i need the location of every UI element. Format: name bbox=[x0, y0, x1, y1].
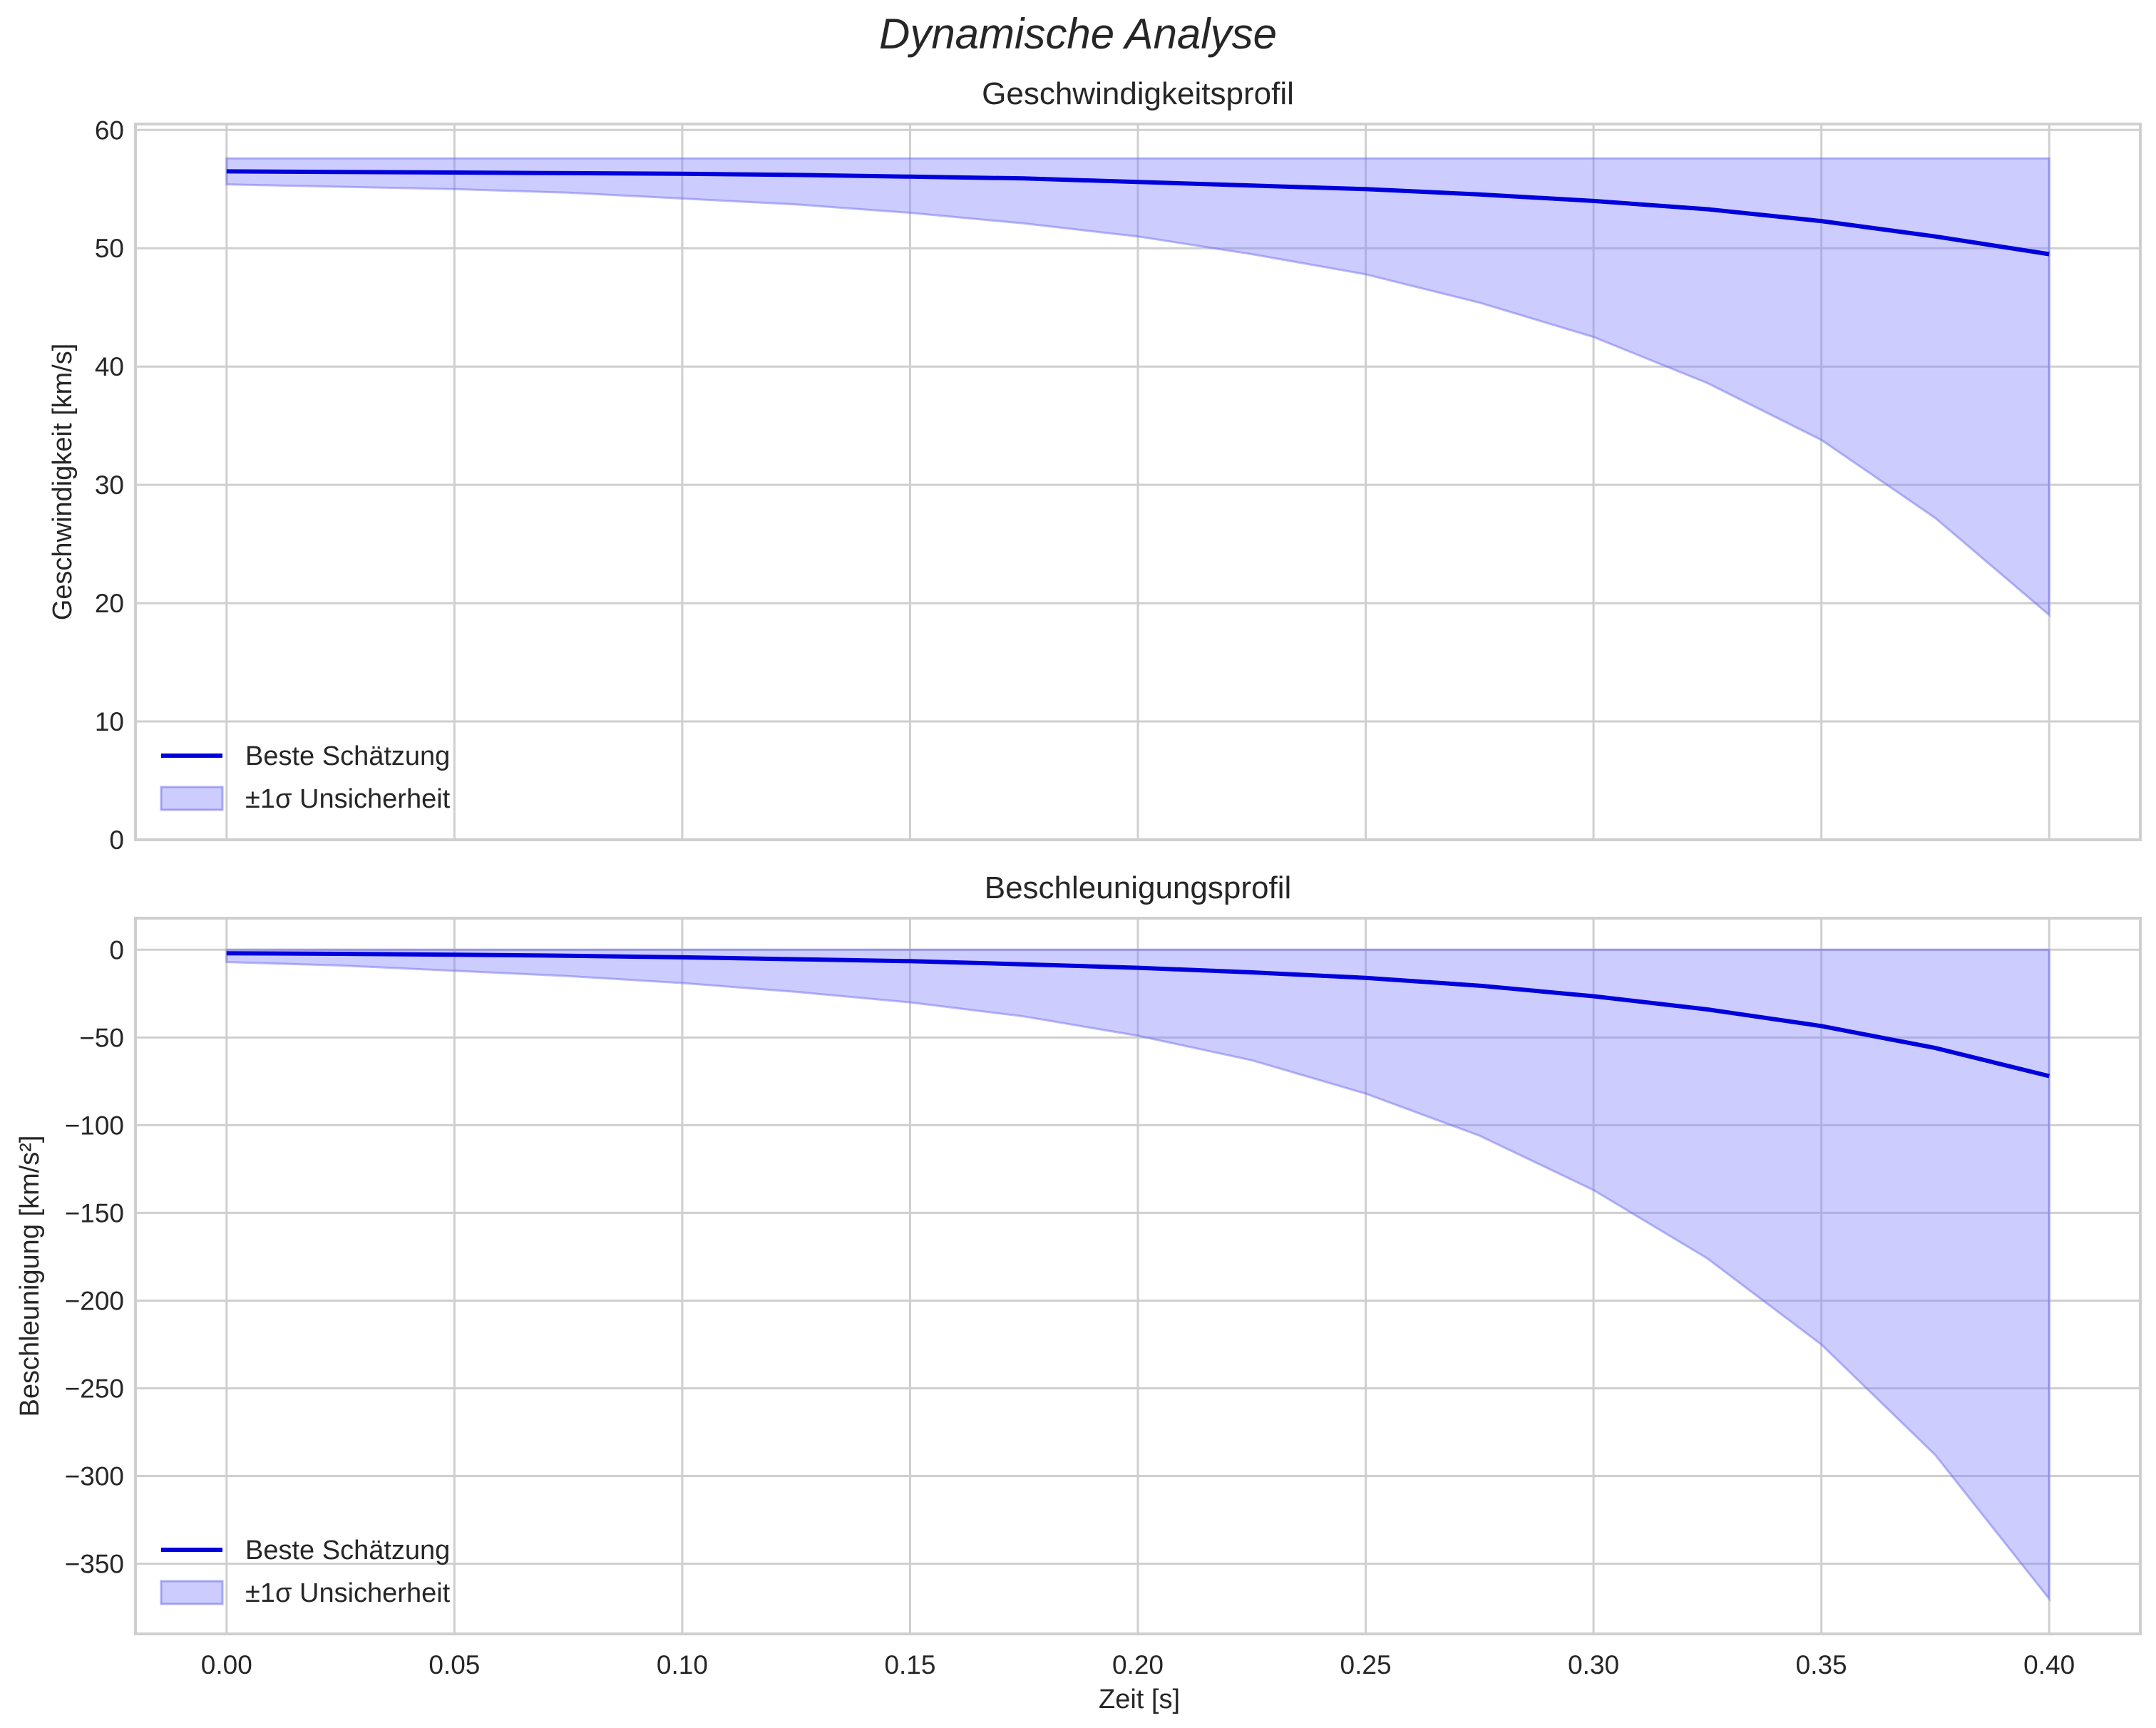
legend: Beste Schätzung ±1σ Unsicherheit bbox=[160, 1536, 451, 1608]
y-tick-label: 0 bbox=[109, 935, 124, 965]
best-estimate-line bbox=[226, 951, 2050, 1079]
x-tick-label: 0.00 bbox=[201, 1650, 252, 1680]
y-axis-label: Beschleunigung [km/s²] bbox=[15, 1136, 45, 1417]
uncertainty-band bbox=[225, 948, 2050, 1603]
y-tick-label: 50 bbox=[95, 234, 124, 263]
x-tick-label: 0.30 bbox=[1568, 1650, 1619, 1680]
legend-band-swatch bbox=[160, 786, 224, 811]
y-tick-label: −200 bbox=[65, 1286, 124, 1315]
chart-panels: Geschwindigkeitsprofil 0 10 20 30 40 50 60 Gesch… bbox=[15, 76, 2142, 1680]
uncertainty-band bbox=[225, 157, 2050, 617]
x-tick-label: 0.10 bbox=[657, 1650, 708, 1680]
axes-frame bbox=[134, 917, 2142, 1635]
x-tick-label: 0.05 bbox=[428, 1650, 480, 1680]
y-tick-label: 60 bbox=[95, 115, 124, 145]
y-tick-label: 0 bbox=[109, 826, 124, 855]
y-tick-label: −50 bbox=[79, 1023, 124, 1052]
x-tick-label: 0.40 bbox=[2023, 1650, 2075, 1680]
x-axis-label: Zeit [s] bbox=[1099, 1685, 1180, 1714]
y-tick-label: −350 bbox=[65, 1550, 124, 1579]
y-tick-label: −250 bbox=[65, 1374, 124, 1403]
y-tick-label: 40 bbox=[95, 352, 124, 381]
x-tick-label: 0.20 bbox=[1112, 1650, 1164, 1680]
legend-label-band: ±1σ Unsicherheit bbox=[245, 784, 451, 814]
figure-suptitle: Dynamische Analyse bbox=[879, 10, 1277, 58]
chart-title: Beschleunigungsprofil bbox=[985, 870, 1292, 905]
x-tick-label: 0.15 bbox=[884, 1650, 935, 1680]
y-tick-label: −150 bbox=[65, 1198, 124, 1228]
y-tick-label: 20 bbox=[95, 589, 124, 618]
y-tick-label: −100 bbox=[65, 1111, 124, 1140]
y-tick-label: 10 bbox=[95, 707, 124, 736]
y-axis-label: Geschwindigkeit [km/s] bbox=[48, 344, 78, 621]
chart-panel-1: Geschwindigkeitsprofil 0 10 20 30 40 50 60 Gesch… bbox=[48, 76, 2142, 855]
best-estimate-line bbox=[226, 169, 2050, 257]
x-tick-label: 0.25 bbox=[1340, 1650, 1392, 1680]
x-tick-label: 0.35 bbox=[1796, 1650, 1847, 1680]
y-tick-label: −300 bbox=[65, 1462, 124, 1491]
axes-frame bbox=[134, 123, 2142, 841]
legend: Beste Schätzung ±1σ Unsicherheit bbox=[160, 741, 451, 814]
chart-panel-2: Beschleunigungsprofil 0 −50 −100 −150 −200 −25… bbox=[15, 870, 2142, 1680]
y-tick-label: 30 bbox=[95, 470, 124, 500]
legend-label-line: Beste Schätzung bbox=[245, 1536, 450, 1565]
chart-title: Geschwindigkeitsprofil bbox=[982, 76, 1294, 111]
legend-label-band: ±1σ Unsicherheit bbox=[245, 1578, 451, 1608]
legend-band-swatch bbox=[160, 1580, 224, 1605]
legend-label-line: Beste Schätzung bbox=[245, 741, 450, 771]
